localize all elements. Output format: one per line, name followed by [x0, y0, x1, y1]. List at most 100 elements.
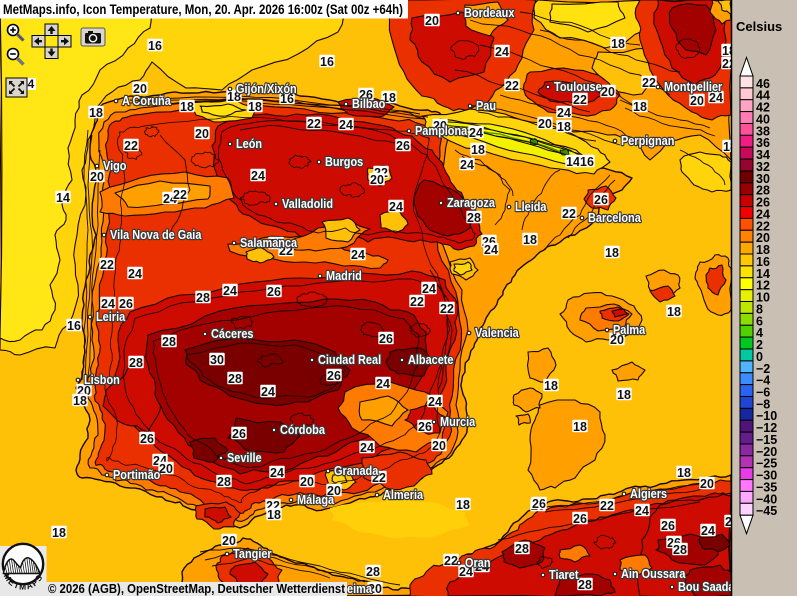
- svg-text:28: 28: [578, 578, 592, 592]
- svg-text:18: 18: [605, 246, 619, 260]
- svg-text:24: 24: [101, 297, 115, 311]
- svg-text:24: 24: [557, 106, 571, 120]
- svg-text:−8: −8: [756, 397, 770, 411]
- svg-text:26: 26: [594, 193, 608, 207]
- svg-text:Zaragoza: Zaragoza: [447, 195, 496, 210]
- svg-text:Algiers: Algiers: [630, 486, 667, 501]
- svg-text:24: 24: [251, 169, 265, 183]
- svg-text:16: 16: [756, 255, 770, 269]
- svg-text:42: 42: [756, 101, 770, 115]
- svg-text:28: 28: [196, 291, 210, 305]
- svg-text:Burgos: Burgos: [325, 154, 363, 169]
- svg-text:26: 26: [573, 512, 587, 526]
- svg-text:18: 18: [523, 233, 537, 247]
- svg-text:28: 28: [366, 565, 380, 579]
- svg-text:24: 24: [495, 45, 509, 59]
- svg-text:26: 26: [359, 88, 373, 102]
- svg-text:Perpignan: Perpignan: [621, 133, 674, 148]
- svg-text:28: 28: [756, 184, 770, 198]
- svg-text:24: 24: [422, 282, 436, 296]
- svg-text:18: 18: [248, 100, 262, 114]
- svg-text:22: 22: [173, 188, 187, 202]
- svg-text:Toulouse: Toulouse: [554, 79, 602, 94]
- svg-text:A Coruña: A Coruña: [122, 93, 171, 108]
- svg-text:22: 22: [573, 93, 587, 107]
- svg-text:24: 24: [389, 200, 403, 214]
- svg-text:Córdoba: Córdoba: [280, 422, 326, 437]
- svg-text:4: 4: [28, 77, 35, 91]
- svg-text:20: 20: [432, 439, 446, 453]
- svg-text:22: 22: [279, 244, 293, 258]
- svg-text:18: 18: [89, 106, 103, 120]
- svg-text:Lisbon: Lisbon: [84, 372, 120, 387]
- svg-text:24: 24: [351, 248, 365, 262]
- svg-text:−35: −35: [756, 480, 777, 494]
- svg-text:10: 10: [756, 291, 770, 305]
- svg-text:22: 22: [440, 302, 454, 316]
- svg-text:22: 22: [756, 219, 770, 233]
- svg-text:16: 16: [148, 39, 162, 53]
- svg-text:24: 24: [459, 565, 473, 579]
- svg-text:Almeria: Almeria: [383, 487, 424, 502]
- svg-text:Tiaret: Tiaret: [549, 567, 579, 582]
- svg-text:26: 26: [119, 297, 133, 311]
- svg-text:18: 18: [611, 37, 625, 51]
- svg-text:MetMaps.info, Icon Temperature: MetMaps.info, Icon Temperature, Mon, 20.…: [3, 2, 403, 17]
- svg-text:20: 20: [538, 117, 552, 131]
- svg-text:Ain Oussara: Ain Oussara: [621, 566, 686, 581]
- svg-text:18: 18: [180, 100, 194, 114]
- svg-text:22: 22: [600, 499, 614, 513]
- svg-text:30: 30: [756, 172, 770, 186]
- svg-text:18: 18: [73, 394, 87, 408]
- svg-text:20: 20: [368, 582, 382, 596]
- svg-text:Valencia: Valencia: [475, 325, 519, 340]
- svg-text:26: 26: [327, 369, 341, 383]
- svg-text:Pau: Pau: [476, 98, 496, 113]
- svg-text:Albacete: Albacete: [408, 352, 454, 367]
- svg-text:−2: −2: [756, 362, 770, 376]
- svg-text:Madrid: Madrid: [326, 268, 362, 283]
- svg-text:28: 28: [673, 543, 687, 557]
- svg-text:0: 0: [756, 350, 763, 364]
- svg-text:20: 20: [690, 94, 704, 108]
- svg-text:46: 46: [756, 77, 770, 91]
- svg-text:−45: −45: [756, 504, 777, 518]
- svg-text:18: 18: [471, 143, 485, 157]
- svg-text:18: 18: [557, 120, 571, 134]
- svg-text:16: 16: [67, 319, 81, 333]
- svg-text:Palma: Palma: [613, 322, 646, 337]
- svg-text:Gijón/Xixón: Gijón/Xixón: [236, 81, 297, 96]
- svg-text:20: 20: [425, 14, 439, 28]
- svg-text:18: 18: [723, 140, 737, 154]
- svg-text:6: 6: [756, 314, 763, 328]
- svg-text:22: 22: [372, 471, 386, 485]
- svg-text:18: 18: [382, 91, 396, 105]
- svg-text:−6: −6: [756, 386, 770, 400]
- svg-text:18: 18: [456, 498, 470, 512]
- svg-text:28: 28: [129, 356, 143, 370]
- svg-text:14: 14: [56, 191, 70, 205]
- svg-text:24: 24: [635, 504, 649, 518]
- svg-text:24: 24: [469, 126, 483, 140]
- svg-text:28: 28: [228, 372, 242, 386]
- svg-text:−12: −12: [756, 421, 777, 435]
- svg-text:44: 44: [756, 89, 770, 103]
- svg-text:24: 24: [270, 466, 284, 480]
- svg-text:28: 28: [515, 542, 529, 556]
- svg-text:28: 28: [467, 211, 481, 225]
- svg-text:20: 20: [601, 85, 615, 99]
- svg-text:18: 18: [756, 243, 770, 257]
- svg-text:26: 26: [661, 519, 675, 533]
- svg-text:24: 24: [261, 385, 275, 399]
- svg-text:22: 22: [562, 207, 576, 221]
- svg-text:Leiria: Leiria: [96, 309, 126, 324]
- svg-text:32: 32: [756, 160, 770, 174]
- svg-text:20: 20: [700, 477, 714, 491]
- svg-text:20: 20: [756, 231, 770, 245]
- svg-text:Barcelona: Barcelona: [588, 210, 641, 225]
- svg-text:24: 24: [725, 515, 739, 529]
- svg-text:26: 26: [756, 196, 770, 210]
- svg-text:24: 24: [339, 118, 353, 132]
- svg-text:26: 26: [532, 497, 546, 511]
- svg-text:30: 30: [210, 353, 224, 367]
